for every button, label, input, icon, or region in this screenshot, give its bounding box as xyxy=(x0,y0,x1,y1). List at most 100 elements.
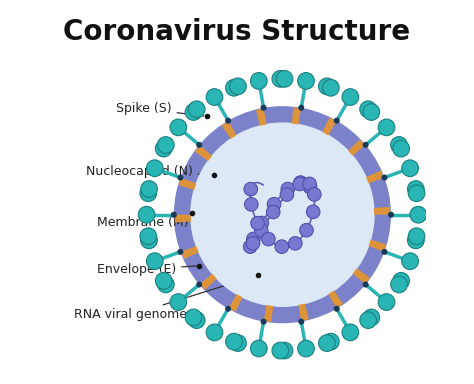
Circle shape xyxy=(206,324,223,341)
Circle shape xyxy=(226,333,242,350)
Text: Spike (S): Spike (S) xyxy=(116,102,204,116)
Circle shape xyxy=(244,182,257,196)
Circle shape xyxy=(157,276,174,293)
Polygon shape xyxy=(374,207,390,215)
Polygon shape xyxy=(200,273,217,290)
Circle shape xyxy=(360,101,376,118)
Circle shape xyxy=(177,175,183,180)
Circle shape xyxy=(388,212,394,218)
Polygon shape xyxy=(298,303,309,321)
Circle shape xyxy=(266,205,280,219)
Circle shape xyxy=(378,119,395,136)
Circle shape xyxy=(157,137,174,153)
Circle shape xyxy=(378,294,395,310)
Text: RNA viral genome: RNA viral genome xyxy=(74,276,255,321)
Circle shape xyxy=(393,273,410,289)
Circle shape xyxy=(188,101,205,118)
Circle shape xyxy=(206,89,223,105)
Circle shape xyxy=(306,205,320,218)
Circle shape xyxy=(322,333,339,350)
Circle shape xyxy=(303,177,316,191)
Circle shape xyxy=(363,142,369,148)
Circle shape xyxy=(272,342,289,359)
Circle shape xyxy=(408,228,425,245)
Circle shape xyxy=(170,294,187,310)
Circle shape xyxy=(229,78,246,95)
Polygon shape xyxy=(353,268,370,284)
Circle shape xyxy=(140,185,156,202)
Circle shape xyxy=(261,105,266,111)
Circle shape xyxy=(298,319,304,325)
Circle shape xyxy=(300,223,313,237)
Circle shape xyxy=(171,212,177,218)
Text: Nucleocapsid (N): Nucleocapsid (N) xyxy=(86,165,211,178)
Text: Envelope (E): Envelope (E) xyxy=(97,263,196,276)
Circle shape xyxy=(319,335,335,351)
Circle shape xyxy=(393,140,410,157)
Circle shape xyxy=(262,232,275,246)
Circle shape xyxy=(255,223,268,237)
Circle shape xyxy=(190,122,375,307)
Circle shape xyxy=(138,206,155,223)
Circle shape xyxy=(293,177,307,191)
Circle shape xyxy=(334,306,340,312)
Circle shape xyxy=(177,249,183,255)
Circle shape xyxy=(363,104,380,120)
Polygon shape xyxy=(366,170,384,184)
Circle shape xyxy=(391,276,407,293)
Circle shape xyxy=(308,187,321,201)
Polygon shape xyxy=(264,305,273,322)
Circle shape xyxy=(402,253,419,270)
Circle shape xyxy=(250,73,267,89)
Polygon shape xyxy=(292,108,301,124)
Circle shape xyxy=(408,232,424,249)
Circle shape xyxy=(276,342,293,359)
Circle shape xyxy=(244,240,257,253)
Circle shape xyxy=(298,73,314,89)
Circle shape xyxy=(146,253,163,270)
Circle shape xyxy=(276,71,293,87)
Circle shape xyxy=(229,335,246,351)
Circle shape xyxy=(155,273,172,289)
Circle shape xyxy=(140,228,156,245)
Circle shape xyxy=(408,185,425,202)
Circle shape xyxy=(382,175,388,180)
Polygon shape xyxy=(181,246,199,259)
Circle shape xyxy=(251,216,264,230)
Polygon shape xyxy=(179,178,196,190)
Circle shape xyxy=(391,137,407,153)
Circle shape xyxy=(246,232,260,246)
Circle shape xyxy=(408,181,424,197)
Polygon shape xyxy=(174,215,191,223)
Circle shape xyxy=(272,71,289,87)
Circle shape xyxy=(170,119,187,136)
Circle shape xyxy=(146,160,163,177)
Circle shape xyxy=(174,107,390,323)
Circle shape xyxy=(185,309,202,326)
Circle shape xyxy=(289,237,302,250)
Circle shape xyxy=(226,79,242,96)
Circle shape xyxy=(196,142,202,148)
Polygon shape xyxy=(195,146,212,161)
Text: Coronavirus Structure: Coronavirus Structure xyxy=(64,18,410,46)
Circle shape xyxy=(141,232,157,249)
Circle shape xyxy=(319,78,335,95)
Text: Membrane (M): Membrane (M) xyxy=(97,213,191,229)
Circle shape xyxy=(298,105,304,111)
Circle shape xyxy=(342,324,359,341)
Circle shape xyxy=(245,198,258,211)
Polygon shape xyxy=(322,118,337,136)
Circle shape xyxy=(225,118,231,124)
Circle shape xyxy=(360,312,376,328)
Circle shape xyxy=(188,312,205,328)
Circle shape xyxy=(250,340,267,357)
Circle shape xyxy=(141,181,157,197)
Polygon shape xyxy=(368,240,386,252)
Circle shape xyxy=(191,123,374,306)
Circle shape xyxy=(225,306,231,312)
Circle shape xyxy=(322,79,339,96)
Polygon shape xyxy=(328,290,343,308)
Polygon shape xyxy=(222,121,237,139)
Circle shape xyxy=(196,281,202,288)
Circle shape xyxy=(298,340,314,357)
